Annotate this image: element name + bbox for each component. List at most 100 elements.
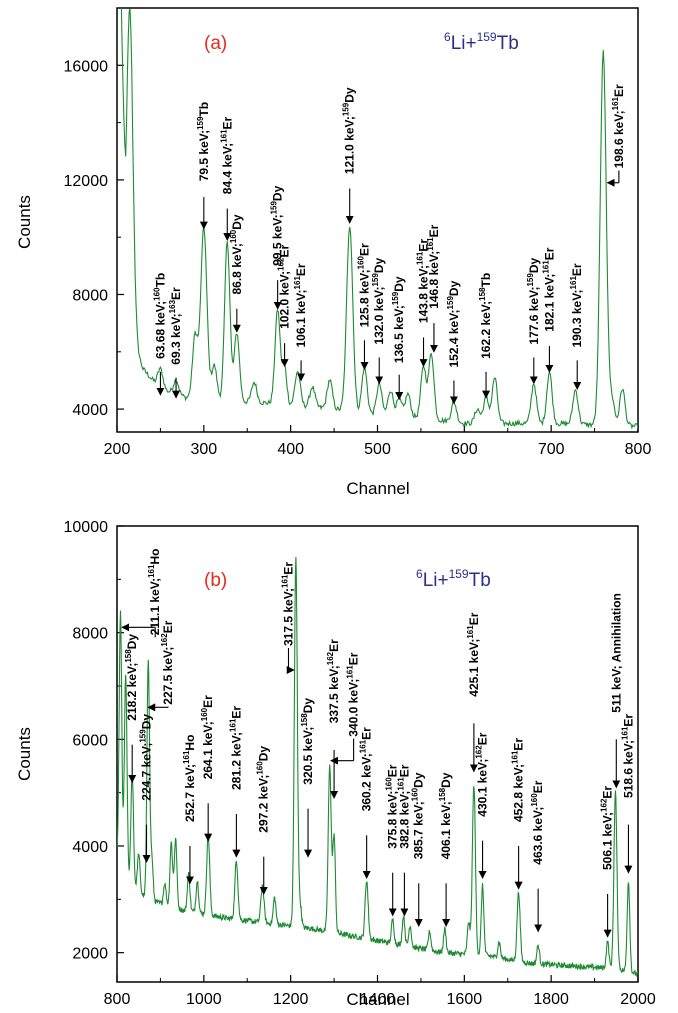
- peak-energy: 99.5 keV;: [271, 214, 285, 265]
- peak-isotope-mass: 158: [124, 649, 133, 663]
- peak-energy: 227.5 keV;: [161, 647, 175, 705]
- peak-annotation: 198.6 keV;161Er: [606, 84, 626, 187]
- ticks-b: [116, 525, 639, 982]
- peak-label: 375.8 keV;160Er: [385, 764, 400, 848]
- peak-isotope-mass: 158: [478, 287, 487, 301]
- reaction-a-mass: 6: [444, 30, 451, 44]
- y-tick-label: 16000: [64, 58, 109, 75]
- peak-isotope-element: Er: [621, 714, 635, 727]
- peak-energy: 132.0 keV;: [372, 287, 386, 345]
- peak-annotation: 297.2 keV;160Dy: [256, 746, 271, 895]
- peak-energy: 452.8 keV;: [512, 764, 526, 822]
- peak-isotope-mass: 160: [530, 793, 539, 807]
- peak-energy: 218.2 keV;: [125, 663, 139, 721]
- peak-label: 281.2 keV;161Er: [228, 706, 243, 790]
- peak-energy: 320.5 keV;: [301, 727, 315, 785]
- peak-label: 406.1 keV;158Dy: [438, 772, 453, 859]
- peak-energy: 340.0 keV;: [347, 679, 361, 737]
- x-tick-label: 300: [190, 441, 217, 458]
- peak-isotope-mass: 162: [277, 257, 286, 271]
- peak-annotation: 182.1 keV;161Er: [541, 247, 556, 373]
- peak-isotope-element: Er: [601, 786, 615, 799]
- x-tick-label: 800: [625, 441, 652, 458]
- peak-isotope-element: Dy: [392, 276, 406, 292]
- peak-isotope-mass: 159: [196, 116, 205, 130]
- peak-isotope-mass: 161: [219, 129, 228, 143]
- peak-isotope-mass: 161: [569, 276, 578, 290]
- peak-isotope-mass: 160: [411, 787, 420, 801]
- peak-label: 211.1 keV;161Ho: [147, 549, 162, 636]
- x-tick-label: 1000: [186, 991, 222, 1008]
- peak-isotope-mass: 161: [611, 96, 620, 110]
- peak-label: 463.6 keV;160Er: [530, 780, 545, 864]
- peak-energy: 106.1 keV;: [294, 289, 308, 347]
- peak-annotation: 218.2 keV;158Dy: [124, 634, 139, 783]
- peak-annotation: 264.1 keV;160Er: [200, 695, 215, 842]
- peak-energy: 463.6 keV;: [531, 807, 545, 865]
- peak-label: 297.2 keV;160Dy: [256, 746, 271, 833]
- peak-energy: 385.7 keV;: [412, 801, 426, 859]
- x-tick-label: 800: [104, 991, 131, 1008]
- peak-isotope-mass: 162: [326, 651, 335, 665]
- x-tick-label: 500: [364, 441, 391, 458]
- x-tick-label: 1400: [360, 991, 396, 1008]
- peak-isotope-element: Er: [570, 263, 584, 276]
- peak-annotation: 121.0 keV;159Dy: [342, 87, 357, 224]
- peak-annotation: 63.68 keV;160Tb: [152, 273, 167, 396]
- peak-isotope-element: Er: [467, 612, 481, 625]
- peak-label: 317.5 keV;161Er: [281, 562, 296, 646]
- peak-annotation: 430.1 keV;162Er: [475, 732, 490, 879]
- peak-energy: 190.3 keV;: [570, 289, 584, 347]
- y-tick-label: 10000: [64, 519, 109, 536]
- peak-isotope-mass: 160: [152, 287, 161, 301]
- peak-isotope-mass: 161: [182, 750, 191, 764]
- peak-energy: 406.1 keV;: [439, 801, 453, 859]
- panel-a: 200 300 400 500 600 700 800400080001200016000 …: [15, 7, 652, 498]
- peak-isotope-element: Dy: [257, 746, 271, 762]
- peak-annotation: 132.0 keV;159Dy: [371, 258, 386, 385]
- peak-energy: 177.6 keV;: [527, 287, 541, 345]
- peak-label: 518.6 keV;161Er: [620, 714, 635, 798]
- peak-label: 69.3 keV;163Er: [168, 287, 183, 365]
- peak-energy: 86.8 keV;: [230, 243, 244, 294]
- peak-isotope-element: Tb: [153, 273, 167, 288]
- peak-annotation: 425.1 keV;161Er: [466, 612, 481, 773]
- peak-isotope-element: Ho: [148, 549, 162, 565]
- peak-energy: 198.6 keV;: [612, 110, 626, 168]
- peak-isotope-mass: 161: [541, 260, 550, 274]
- peak-label: 506.1 keV;162Er: [600, 786, 615, 870]
- peak-annotation: 518.6 keV;161Er: [620, 714, 635, 874]
- peak-label: 63.68 keV;160Tb: [152, 273, 167, 359]
- peak-isotope-element: Er: [347, 652, 361, 665]
- peak-isotope-mass: 161: [147, 564, 156, 578]
- peak-isotope-mass: 160: [357, 255, 366, 269]
- peak-label: 337.5 keV;162Er: [326, 639, 341, 723]
- peak-isotope-element: Dy: [527, 258, 541, 274]
- tick-labels-a: 200 300 400 500 600 700 800 4000 8000 12000 16000: [64, 58, 652, 458]
- peak-annotation: 281.2 keV;161Er: [228, 706, 243, 858]
- peak-energy: 69.3 keV;: [169, 313, 183, 364]
- peak-energy: 264.1 keV;: [201, 721, 215, 779]
- peak-annotation: 463.6 keV;160Er: [530, 780, 545, 933]
- peak-label: 143.8 keV;161Er: [416, 239, 431, 323]
- y-tick-label: 8000: [72, 287, 108, 304]
- x-tick-label: 1600: [447, 991, 483, 1008]
- peak-label: 125.8 keV;160Er: [357, 243, 372, 327]
- plot-frame-b: [116, 525, 639, 983]
- panel-label-a: (a): [204, 33, 227, 54]
- peak-energy: 136.5 keV;: [392, 305, 406, 363]
- peak-energy: 382.8 keV;: [397, 791, 411, 849]
- peak-isotope-mass: 159: [270, 201, 279, 215]
- peak-label: 102.0 keV;162Er: [277, 244, 292, 328]
- peak-energy: 337.5 keV;: [327, 665, 341, 723]
- peak-annotation: 211.1 keV;161Ho: [121, 549, 162, 638]
- tick-labels-b: 800 1000 1200 1400 1600 1800 2000 2000 4000 6000 8…: [64, 519, 656, 1008]
- peak-isotope-element: Dy: [301, 698, 315, 714]
- peak-isotope-element: Ho: [183, 735, 197, 751]
- peak-isotope-mass: 161: [416, 251, 425, 265]
- peak-energy: 102.0 keV;: [278, 271, 292, 329]
- peak-isotope-element: Er: [282, 562, 296, 575]
- peak-isotope-element: Dy: [140, 714, 154, 730]
- peak-energy: 125.8 keV;: [358, 269, 372, 327]
